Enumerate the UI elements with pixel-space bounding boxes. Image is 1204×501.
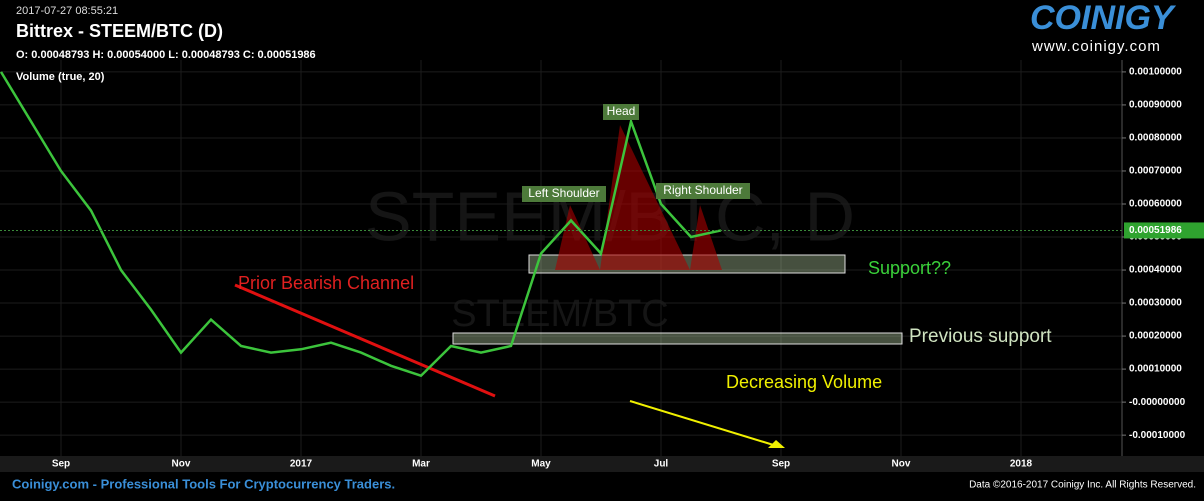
annotation: Decreasing Volume <box>726 372 882 392</box>
annotation: Previous support <box>909 326 1052 347</box>
x-tick-label: Mar <box>412 459 430 470</box>
annotation: Left Shoulder <box>528 186 599 200</box>
previous-support-box <box>452 332 903 345</box>
label-box <box>656 183 750 199</box>
label-box <box>603 104 639 120</box>
volume-arrow <box>629 400 781 448</box>
axis-panel <box>1122 60 1204 456</box>
annotation: Right Shoulder <box>663 183 742 197</box>
right-shoulder-triangle <box>690 205 722 270</box>
x-tick-label: Jul <box>654 459 669 470</box>
last-price-box <box>1124 222 1204 239</box>
title: Bittrex - STEEM/BTC (D) <box>16 21 223 41</box>
y-tick-label: 0.00100000 <box>1129 67 1182 78</box>
bearish-channel-line <box>234 283 496 398</box>
annotation: Prior Bearish Channel <box>238 273 414 293</box>
x-tick-label: Nov <box>172 459 191 470</box>
y-tick-label: -0.00000000 <box>1129 397 1186 408</box>
annotation: Head <box>607 104 636 118</box>
x-tick-label: Sep <box>52 459 70 470</box>
footer-right: Data ©2016-2017 Coinigy Inc. All Rights … <box>969 480 1196 491</box>
grid <box>0 60 1122 456</box>
arrow-head <box>768 440 785 448</box>
timestamp: 2017-07-27 08:55:21 <box>16 5 118 17</box>
x-tick-label: 2018 <box>1010 459 1033 470</box>
ohlc: O: 0.00048793 H: 0.00054000 L: 0.0004879… <box>16 49 316 61</box>
x-tick-label: May <box>531 459 551 470</box>
plot <box>0 71 1122 378</box>
y-tick-label: 0.00090000 <box>1129 100 1182 111</box>
label-box <box>522 186 606 202</box>
footer-left: Coinigy.com - Professional Tools For Cry… <box>12 476 395 491</box>
logo-url: www.coinigy.com <box>1031 38 1161 55</box>
logo: COINIGY <box>1030 0 1177 37</box>
axes: 0.00100000 0.00090000 0.00080000 0.00070000… <box>52 67 1204 470</box>
watermark-small: STEEM/BTC <box>451 293 668 335</box>
indicator-label: Volume (true, 20) <box>16 71 105 83</box>
last-price-label: 0.00051986 <box>1129 225 1182 236</box>
y-tick-label: 0.00030000 <box>1129 298 1182 309</box>
y-tick-label: 0.00040000 <box>1129 265 1182 276</box>
price-line <box>0 71 722 378</box>
y-tick-label: 0.00060000 <box>1129 199 1182 210</box>
x-tick-label: Nov <box>892 459 911 470</box>
left-shoulder-triangle <box>555 205 600 270</box>
y-tick-label: 0.00020000 <box>1129 331 1182 342</box>
x-axis-panel <box>0 456 1204 472</box>
y-tick-label: 0.00010000 <box>1129 364 1182 375</box>
y-tick-label: -0.00010000 <box>1129 430 1186 441</box>
annotation: Support?? <box>868 258 951 278</box>
x-tick-label: Sep <box>772 459 790 470</box>
y-tick-label: 0.00080000 <box>1129 133 1182 144</box>
x-tick-label: 2017 <box>290 459 313 470</box>
y-tick-label: 0.00070000 <box>1129 166 1182 177</box>
